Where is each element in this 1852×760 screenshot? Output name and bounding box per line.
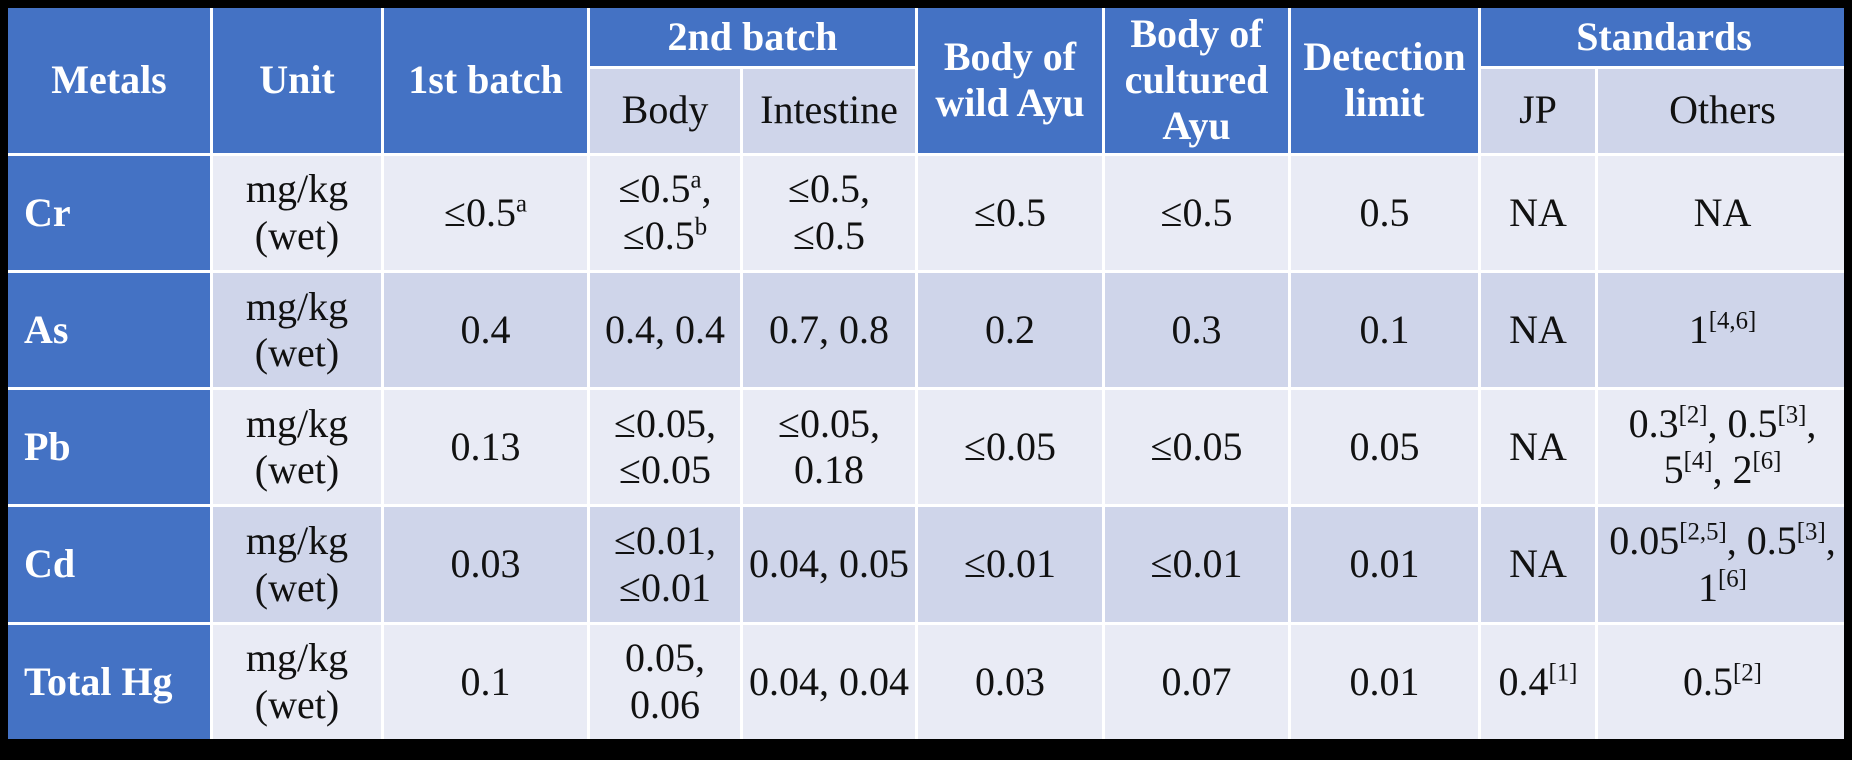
- table-row-cd: Cd mg/kg (wet) 0.03 ≤0.01, ≤0.01 0.04, 0…: [8, 504, 1844, 625]
- metals-table-container: Metals Unit 1st batch 2nd batch Body of …: [8, 8, 1844, 739]
- header-cell-first-batch: 1st batch: [381, 8, 590, 156]
- cell-body-cultured-ayu: 0.3: [1102, 269, 1291, 391]
- header-cell-body-wild-ayu: Body of wild Ayu: [915, 8, 1105, 156]
- cell-standards-others: 1[4,6]: [1595, 269, 1844, 391]
- cell-unit: mg/kg (wet): [210, 621, 384, 739]
- cell-first-batch: 0.1: [381, 621, 590, 739]
- cell-unit: mg/kg (wet): [210, 152, 384, 273]
- table-row-total-hg: Total Hg mg/kg (wet) 0.1 0.05, 0.06 0.04…: [8, 621, 1844, 739]
- table-row-pb: Pb mg/kg (wet) 0.13 ≤0.05, ≤0.05 ≤0.05, …: [8, 387, 1844, 508]
- cell-first-batch: 0.13: [381, 387, 590, 508]
- cell-detection-limit: 0.01: [1288, 504, 1481, 625]
- cell-body-cultured-ayu: ≤0.05: [1102, 387, 1291, 508]
- header-cell-metals: Metals: [8, 8, 213, 156]
- cell-detection-limit: 0.1: [1288, 269, 1481, 391]
- subheader-cell-jp: JP: [1478, 65, 1598, 156]
- subheader-cell-others: Others: [1595, 65, 1844, 156]
- cell-detection-limit: 0.01: [1288, 621, 1481, 739]
- metal-name-cell: Pb: [8, 387, 213, 508]
- cell-body-wild-ayu: ≤0.5: [915, 152, 1105, 273]
- cell-body-wild-ayu: ≤0.05: [915, 387, 1105, 508]
- cell-second-batch-intestine: 0.7, 0.8: [740, 269, 918, 391]
- cell-body-wild-ayu: 0.03: [915, 621, 1105, 739]
- subheader-cell-intestine: Intestine: [740, 65, 918, 156]
- header-row-sub: Body Intestine JP Others: [8, 65, 1844, 156]
- cell-second-batch-body: ≤0.5a, ≤0.5b: [587, 152, 743, 273]
- metal-name-cell: Cd: [8, 504, 213, 625]
- cell-body-wild-ayu: 0.2: [915, 269, 1105, 391]
- cell-detection-limit: 0.5: [1288, 152, 1481, 273]
- cell-second-batch-body: ≤0.05, ≤0.05: [587, 387, 743, 508]
- cell-second-batch-body: 0.05, 0.06: [587, 621, 743, 739]
- cell-first-batch: 0.03: [381, 504, 590, 625]
- cell-second-batch-intestine: 0.04, 0.05: [740, 504, 918, 625]
- table-row-as: As mg/kg (wet) 0.4 0.4, 0.4 0.7, 0.8 0.2…: [8, 269, 1844, 391]
- cell-first-batch: ≤0.5a: [381, 152, 590, 273]
- heavy-metals-table: Metals Unit 1st batch 2nd batch Body of …: [8, 8, 1844, 739]
- cell-unit: mg/kg (wet): [210, 504, 384, 625]
- cell-first-batch: 0.4: [381, 269, 590, 391]
- header-cell-detection-limit: Detection limit: [1288, 8, 1481, 156]
- table-row-cr: Cr mg/kg (wet) ≤0.5a ≤0.5a, ≤0.5b ≤0.5, …: [8, 152, 1844, 273]
- cell-standards-jp: NA: [1478, 152, 1598, 273]
- cell-unit: mg/kg (wet): [210, 269, 384, 391]
- cell-second-batch-intestine: ≤0.05, 0.18: [740, 387, 918, 508]
- cell-standards-others: 0.5[2]: [1595, 621, 1844, 739]
- cell-second-batch-body: ≤0.01, ≤0.01: [587, 504, 743, 625]
- cell-unit: mg/kg (wet): [210, 387, 384, 508]
- header-cell-unit: Unit: [210, 8, 384, 156]
- cell-second-batch-intestine: 0.04, 0.04: [740, 621, 918, 739]
- cell-standards-jp: NA: [1478, 269, 1598, 391]
- cell-standards-others: 0.3[2], 0.5[3], 5[4], 2[6]: [1595, 387, 1844, 508]
- subheader-cell-body: Body: [587, 65, 743, 156]
- cell-standards-jp: 0.4[1]: [1478, 621, 1598, 739]
- cell-standards-others: 0.05[2,5], 0.5[3], 1[6]: [1595, 504, 1844, 625]
- header-cell-standards: Standards: [1478, 8, 1844, 69]
- cell-second-batch-intestine: ≤0.5, ≤0.5: [740, 152, 918, 273]
- header-cell-second-batch: 2nd batch: [587, 8, 918, 69]
- cell-body-cultured-ayu: 0.07: [1102, 621, 1291, 739]
- metal-name-cell: Cr: [8, 152, 213, 273]
- metal-name-cell: As: [8, 269, 213, 391]
- cell-detection-limit: 0.05: [1288, 387, 1481, 508]
- cell-standards-jp: NA: [1478, 504, 1598, 625]
- cell-second-batch-body: 0.4, 0.4: [587, 269, 743, 391]
- cell-standards-jp: NA: [1478, 387, 1598, 508]
- cell-body-wild-ayu: ≤0.01: [915, 504, 1105, 625]
- cell-body-cultured-ayu: ≤0.5: [1102, 152, 1291, 273]
- cell-body-cultured-ayu: ≤0.01: [1102, 504, 1291, 625]
- metal-name-cell: Total Hg: [8, 621, 213, 739]
- header-cell-body-cultured-ayu: Body of cultured Ayu: [1102, 8, 1291, 156]
- cell-standards-others: NA: [1595, 152, 1844, 273]
- header-row-top: Metals Unit 1st batch 2nd batch Body of …: [8, 8, 1844, 156]
